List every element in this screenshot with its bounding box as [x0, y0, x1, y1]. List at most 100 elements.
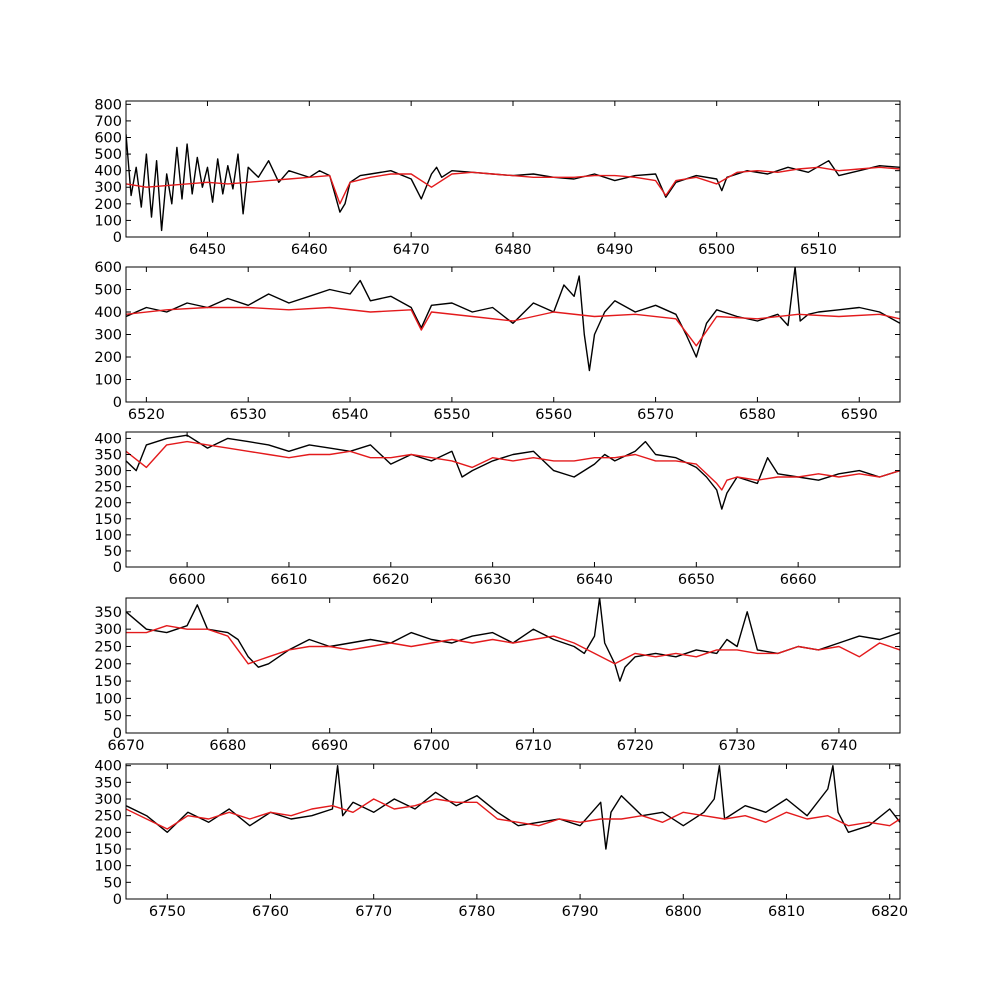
x-tick-label: 6570	[637, 407, 674, 423]
series-group	[126, 765, 900, 850]
x-tick-label: 6770	[355, 904, 392, 920]
y-tick-label: 300	[94, 180, 122, 196]
y-tick-label: 0	[113, 395, 122, 411]
y-tick-label: 700	[94, 114, 122, 130]
x-tick-label: 6660	[780, 572, 817, 588]
x-tick-label: 6640	[576, 572, 613, 588]
x-tick-label: 6740	[820, 738, 857, 754]
x-tick-label: 6480	[495, 242, 532, 258]
y-tick-label: 350	[94, 448, 122, 464]
y-tick-label: 50	[104, 875, 122, 891]
y-tick-label: 500	[94, 283, 122, 299]
series-line-model	[126, 166, 900, 205]
x-tick-label: 6450	[189, 242, 226, 258]
y-tick-label: 0	[113, 230, 122, 246]
y-tick-label: 150	[94, 842, 122, 858]
x-tick-label: 6760	[252, 904, 289, 920]
y-tick-label: 500	[94, 147, 122, 163]
x-tick-label: 6800	[665, 904, 702, 920]
x-tick-label: 6470	[393, 242, 430, 258]
x-tick-label: 6460	[291, 242, 328, 258]
series-line-observed	[126, 134, 900, 232]
series-group	[126, 267, 900, 372]
y-tick-label: 200	[94, 350, 122, 366]
y-tick-label: 0	[113, 560, 122, 576]
y-tick-label: 350	[94, 775, 122, 791]
series-line-model	[126, 798, 900, 830]
x-tick-label: 6550	[433, 407, 470, 423]
y-tick-label: 400	[94, 431, 122, 447]
x-tick-label: 6790	[562, 904, 599, 920]
y-tick-label: 100	[94, 859, 122, 875]
series-line-observed	[126, 434, 900, 510]
x-tick-label: 6720	[617, 738, 654, 754]
x-tick-label: 6610	[270, 572, 307, 588]
y-tick-label: 100	[94, 528, 122, 544]
x-tick-label: 6620	[372, 572, 409, 588]
y-tick-label: 600	[94, 260, 122, 276]
x-tick-label: 6700	[413, 738, 450, 754]
y-tick-label: 150	[94, 512, 122, 528]
y-tick-label: 300	[94, 464, 122, 480]
plot-frame	[125, 266, 901, 403]
y-tick-label: 0	[113, 726, 122, 742]
y-tick-label: 300	[94, 622, 122, 638]
series-line-observed	[126, 267, 900, 372]
x-tick-label: 6690	[311, 738, 348, 754]
y-tick-label: 0	[113, 892, 122, 908]
x-tick-label: 6630	[474, 572, 511, 588]
series-group	[126, 134, 900, 232]
y-tick-label: 50	[104, 709, 122, 725]
x-tick-label: 6750	[149, 904, 186, 920]
y-tick-label: 250	[94, 639, 122, 655]
plot-frame	[125, 431, 901, 568]
y-tick-label: 200	[94, 657, 122, 673]
series-line-observed	[126, 765, 900, 850]
x-tick-label: 6530	[230, 407, 267, 423]
x-tick-label: 6730	[719, 738, 756, 754]
y-tick-label: 50	[104, 544, 122, 560]
series-line-model	[126, 306, 900, 347]
subplot-3: 6600 6610 6620 6630 6640 6650 6660 050100150200…	[94, 431, 901, 588]
x-tick-label: 6780	[458, 904, 495, 920]
x-tick-label: 6490	[596, 242, 633, 258]
y-tick-label: 800	[94, 97, 122, 113]
x-tick-label: 6650	[678, 572, 715, 588]
x-tick-label: 6540	[332, 407, 369, 423]
y-tick-label: 200	[94, 825, 122, 841]
subplot-4: 6670 6680 6690 6700 6710 6720 6730 6740 050 10015…	[94, 597, 901, 754]
y-tick-label: 400	[94, 759, 122, 775]
plot-frame	[125, 763, 901, 900]
plot-frame	[125, 597, 901, 734]
series-line-observed	[126, 598, 900, 682]
y-tick-label: 100	[94, 373, 122, 389]
series-line-model	[126, 625, 900, 665]
y-tick-label: 600	[94, 130, 122, 146]
y-tick-label: 200	[94, 197, 122, 213]
x-tick-label: 6590	[841, 407, 878, 423]
y-tick-label: 250	[94, 809, 122, 825]
x-tick-label: 6680	[209, 738, 246, 754]
y-tick-label: 350	[94, 605, 122, 621]
y-tick-label: 100	[94, 691, 122, 707]
x-tick-label: 6820	[871, 904, 908, 920]
y-tick-label: 300	[94, 792, 122, 808]
x-tick-label: 6670	[108, 738, 145, 754]
x-tick-label: 6500	[698, 242, 735, 258]
subplot-2: 6520 6530 6540 6550 6560 6570 6580 6590 0 100 200 3…	[94, 260, 901, 423]
x-tick-label: 6510	[800, 242, 837, 258]
x-tick-label: 6520	[128, 407, 165, 423]
y-tick-label: 400	[94, 305, 122, 321]
series-line-model	[126, 440, 900, 491]
y-tick-label: 200	[94, 496, 122, 512]
x-tick-label: 6710	[515, 738, 552, 754]
y-tick-label: 300	[94, 328, 122, 344]
y-tick-label: 400	[94, 164, 122, 180]
series-group	[126, 434, 900, 510]
x-tick-label: 6600	[169, 572, 206, 588]
y-tick-label: 150	[94, 674, 122, 690]
series-group	[126, 598, 900, 682]
x-tick-label: 6560	[535, 407, 572, 423]
subplot-5: 6750 6760 6770 6780 6790 6800 6810 6820 05010015…	[94, 759, 908, 920]
